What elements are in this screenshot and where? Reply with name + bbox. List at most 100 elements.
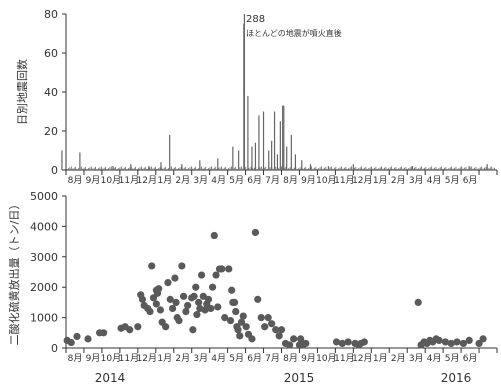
bottom-month-label: 4月 — [427, 353, 442, 364]
so2-point — [179, 292, 188, 300]
bottom-month-label: 11月 — [119, 353, 139, 364]
so2-point — [272, 326, 280, 334]
bottom-y-tick-label: 1000 — [30, 312, 58, 325]
so2-point — [155, 285, 163, 293]
so2-point — [242, 323, 250, 331]
so2-point — [73, 332, 81, 341]
so2-point — [221, 314, 229, 322]
top-month-label: 1月 — [373, 175, 388, 186]
bottom-month-label: 10月 — [316, 353, 336, 364]
so2-point — [126, 326, 134, 334]
so2-point — [225, 265, 233, 273]
year-labels: 2014 2015 2016 — [95, 371, 472, 385]
top-month-label: 8月 — [68, 175, 83, 186]
so2-point — [275, 332, 283, 340]
so2-point — [134, 323, 142, 331]
top-month-label: 2月 — [391, 175, 406, 186]
bottom-month-label: 3月 — [193, 353, 208, 364]
so2-point — [257, 314, 265, 322]
so2-point — [459, 339, 468, 348]
top-month-label: 1月 — [157, 175, 172, 186]
so2-point — [234, 326, 242, 334]
top-month-label: 5月 — [229, 175, 244, 186]
so2-point — [100, 329, 108, 337]
so2-point — [207, 304, 215, 313]
bottom-y-tick-label: 3000 — [30, 251, 58, 264]
so2-point — [208, 283, 217, 291]
spike-annotation-text: ほとんどの地震が噴火直後 — [246, 28, 342, 38]
so2-point — [414, 298, 422, 306]
top-y-axis-label: 日別地震回数 — [16, 59, 29, 125]
bottom-month-label: 12月 — [137, 353, 157, 364]
so2-point — [193, 310, 201, 319]
top-month-label: 2月 — [175, 175, 190, 186]
bottom-month-label: 11月 — [334, 353, 354, 364]
so2-point — [338, 339, 346, 348]
so2-point — [236, 332, 244, 340]
bottom-month-label: 3月 — [409, 353, 424, 364]
so2-point — [435, 336, 443, 344]
year-label-2015: 2015 — [284, 371, 315, 385]
so2-point — [251, 228, 260, 237]
top-month-label: 10月 — [101, 175, 121, 186]
top-y-tick-label: 0 — [51, 164, 58, 177]
bottom-month-label: 1月 — [373, 353, 388, 364]
top-month-label: 9月 — [86, 175, 101, 186]
bottom-month-label: 2月 — [175, 353, 190, 364]
top-y-tick-label: 40 — [44, 86, 58, 99]
bottom-month-label: 9月 — [86, 353, 101, 364]
top-month-label: 9月 — [301, 175, 316, 186]
bottom-month-label: 7月 — [265, 353, 280, 364]
top-month-label: 3月 — [409, 175, 424, 186]
bottom-month-label: 8月 — [283, 353, 298, 364]
so2-point — [237, 318, 246, 326]
top-month-label: 5月 — [445, 175, 460, 186]
bottom-points — [63, 228, 487, 349]
so2-point — [199, 292, 207, 300]
so2-point — [268, 320, 276, 328]
year-label-2014: 2014 — [95, 371, 126, 385]
so2-point — [360, 338, 368, 346]
bottom-y-ticks: 0 1000 2000 3000 4000 5000 — [30, 190, 66, 355]
so2-point — [302, 339, 310, 348]
so2-point — [175, 317, 183, 325]
bottom-month-label: 12月 — [352, 353, 372, 364]
so2-point — [146, 307, 154, 316]
so2-point — [254, 295, 262, 303]
so2-point — [447, 339, 455, 348]
so2-point — [201, 306, 209, 314]
so2-point — [344, 338, 352, 346]
top-month-label: 10月 — [316, 175, 336, 186]
bottom-month-label: 4月 — [211, 353, 226, 364]
spike-annotation-value: 288 — [246, 14, 265, 25]
so2-point — [264, 314, 272, 322]
bottom-month-label: 6月 — [463, 353, 478, 364]
top-month-label: 3月 — [193, 175, 208, 186]
so2-point — [156, 306, 165, 314]
bottom-y-tick-label: 0 — [51, 342, 58, 355]
bottom-month-label: 8月 — [68, 353, 83, 364]
so2-point — [192, 283, 200, 291]
bottom-month-label: 5月 — [229, 353, 244, 364]
top-y-tick-label: 80 — [44, 8, 58, 21]
so2-point — [232, 307, 240, 316]
so2-point — [162, 323, 170, 331]
so2-point — [166, 295, 174, 303]
so2-point — [197, 271, 206, 279]
bottom-month-label: 5月 — [445, 353, 460, 364]
so2-point — [67, 338, 75, 347]
bottom-y-tick-label: 2000 — [30, 281, 58, 294]
so2-point — [453, 338, 461, 346]
so2-point — [195, 298, 203, 306]
bottom-y-tick-label: 5000 — [30, 190, 58, 203]
so2-point — [226, 317, 235, 325]
top-month-label: 6月 — [463, 175, 478, 186]
so2-point — [204, 295, 213, 303]
so2-point — [465, 336, 473, 344]
so2-point — [164, 279, 172, 287]
so2-point — [184, 301, 192, 310]
